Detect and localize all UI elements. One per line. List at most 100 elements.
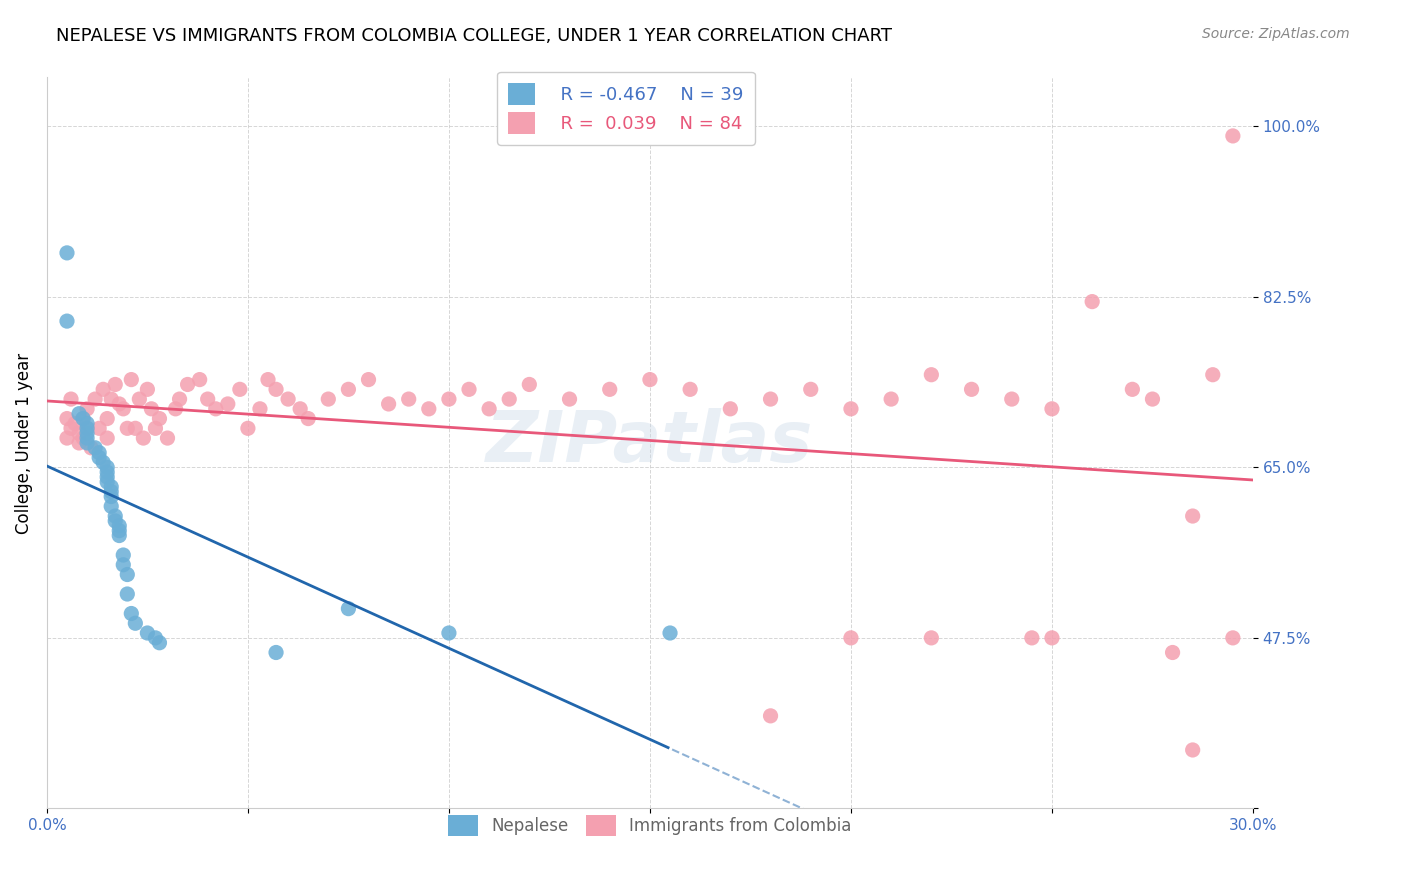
Point <box>759 709 782 723</box>
Point <box>117 587 139 601</box>
Point <box>80 441 103 455</box>
Point <box>128 392 150 406</box>
Point <box>117 567 139 582</box>
Legend: Nepalese, Immigrants from Colombia: Nepalese, Immigrants from Colombia <box>440 807 859 844</box>
Point <box>136 626 159 640</box>
Point <box>418 401 440 416</box>
Point <box>96 460 118 475</box>
Point <box>960 382 983 396</box>
Point <box>132 431 155 445</box>
Point <box>1021 631 1043 645</box>
Point <box>257 373 280 387</box>
Point <box>100 500 122 514</box>
Point <box>148 636 170 650</box>
Point <box>377 397 399 411</box>
Point <box>89 445 111 459</box>
Point <box>112 401 135 416</box>
Point <box>76 401 98 416</box>
Point <box>1040 631 1063 645</box>
Point <box>145 631 167 645</box>
Point <box>1222 631 1244 645</box>
Point <box>217 397 239 411</box>
Point <box>197 392 219 406</box>
Point <box>880 392 903 406</box>
Point <box>498 392 520 406</box>
Point <box>204 401 226 416</box>
Point <box>478 401 501 416</box>
Point <box>76 426 98 441</box>
Point <box>100 480 122 494</box>
Point <box>56 411 79 425</box>
Point <box>117 421 139 435</box>
Point <box>96 411 118 425</box>
Text: Source: ZipAtlas.com: Source: ZipAtlas.com <box>1202 27 1350 41</box>
Point <box>63 417 86 431</box>
Point <box>100 484 122 499</box>
Point <box>89 421 111 435</box>
Point <box>1040 401 1063 416</box>
Point <box>56 245 79 260</box>
Point <box>76 421 98 435</box>
Point <box>120 607 142 621</box>
Point <box>800 382 823 396</box>
Point <box>337 382 360 396</box>
Point <box>458 382 481 396</box>
Point <box>1181 743 1204 757</box>
Point <box>72 431 94 445</box>
Point <box>1142 392 1164 406</box>
Point <box>1222 128 1244 143</box>
Point <box>357 373 380 387</box>
Point <box>148 411 170 425</box>
Point <box>96 475 118 489</box>
Point <box>920 368 942 382</box>
Point <box>76 421 98 435</box>
Point <box>108 397 131 411</box>
Point <box>108 528 131 542</box>
Point <box>108 518 131 533</box>
Point <box>100 392 122 406</box>
Text: NEPALESE VS IMMIGRANTS FROM COLOMBIA COLLEGE, UNDER 1 YEAR CORRELATION CHART: NEPALESE VS IMMIGRANTS FROM COLOMBIA COL… <box>56 27 893 45</box>
Point <box>517 377 540 392</box>
Point <box>89 450 111 465</box>
Point <box>96 470 118 484</box>
Point <box>108 524 131 538</box>
Point <box>112 558 135 572</box>
Point <box>1001 392 1024 406</box>
Point <box>1181 509 1204 524</box>
Point <box>236 421 259 435</box>
Point <box>176 377 198 392</box>
Point <box>67 407 90 421</box>
Point <box>60 421 83 435</box>
Point <box>84 441 107 455</box>
Point <box>1121 382 1143 396</box>
Point <box>1202 368 1225 382</box>
Point <box>288 401 311 416</box>
Point <box>277 392 299 406</box>
Point <box>145 421 167 435</box>
Point <box>638 373 661 387</box>
Point <box>337 601 360 615</box>
Point <box>91 455 114 469</box>
Point <box>264 645 287 659</box>
Point <box>104 377 127 392</box>
Point <box>67 436 90 450</box>
Point <box>60 392 83 406</box>
Point <box>437 392 460 406</box>
Point <box>599 382 621 396</box>
Point <box>1161 645 1184 659</box>
Point <box>839 401 862 416</box>
Point <box>264 382 287 396</box>
Point <box>124 616 146 631</box>
Point <box>104 514 127 528</box>
Point <box>839 631 862 645</box>
Point <box>76 436 98 450</box>
Point <box>141 401 163 416</box>
Point <box>96 465 118 479</box>
Point <box>318 392 340 406</box>
Point <box>120 373 142 387</box>
Point <box>249 401 271 416</box>
Point <box>659 626 682 640</box>
Point <box>437 626 460 640</box>
Point <box>100 490 122 504</box>
Point <box>76 417 98 431</box>
